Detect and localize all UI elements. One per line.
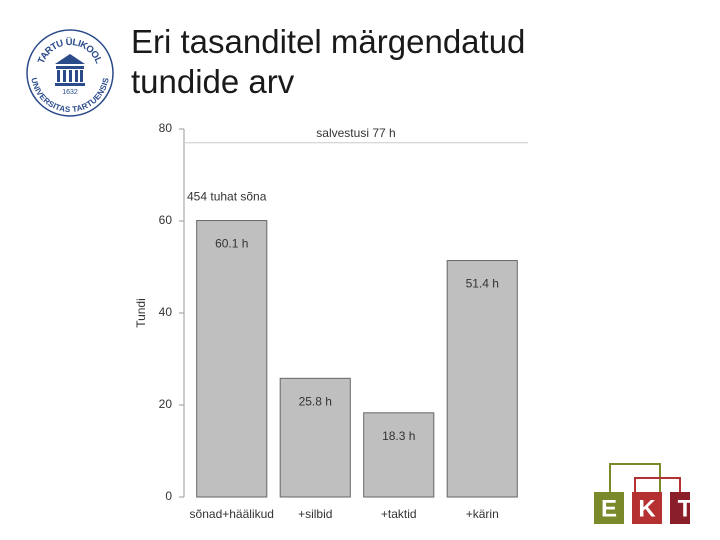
logo-building [55,54,85,86]
y-tick-label: 80 [159,121,173,135]
value-label: 51.4 h [466,277,499,291]
logo-box [594,492,624,524]
x-tick-label: +silbid [298,507,332,521]
y-tick-label: 60 [159,213,173,227]
reference-label: salvestusi 77 h [316,126,395,140]
y-axis-label: Tundi [134,298,148,328]
logo-letter: T [678,495,690,522]
slide-title: Eri tasanditel märgendatud tundide arv [131,23,526,100]
y-tick-label: 40 [159,305,173,319]
x-tick-label: sõnad+häälikud [190,507,274,521]
logo-letter: K [638,495,656,522]
bar [279,377,351,498]
logo-letter: E [601,495,617,522]
bar [446,260,518,498]
logo-box [632,492,662,524]
y-tick-label: 20 [159,397,173,411]
y-tick-label: 0 [165,489,172,503]
bar [196,220,268,498]
x-tick-label: +kärin [466,507,499,521]
bar [363,412,435,498]
logo-ring [26,29,114,117]
value-label: 25.8 h [299,394,332,408]
x-tick-label: +taktid [381,507,417,521]
logo-lines [634,477,681,492]
logo-box [670,492,690,524]
annotation: 454 tuhat sõna [187,190,267,204]
university-logo: TARTU ÜLIKOOL UNIVERSITAS TARTUENSIS 163… [26,29,114,117]
value-label: 18.3 h [382,429,415,443]
logo-year: 1632 [62,89,78,96]
value-label: 60.1 h [215,237,248,251]
